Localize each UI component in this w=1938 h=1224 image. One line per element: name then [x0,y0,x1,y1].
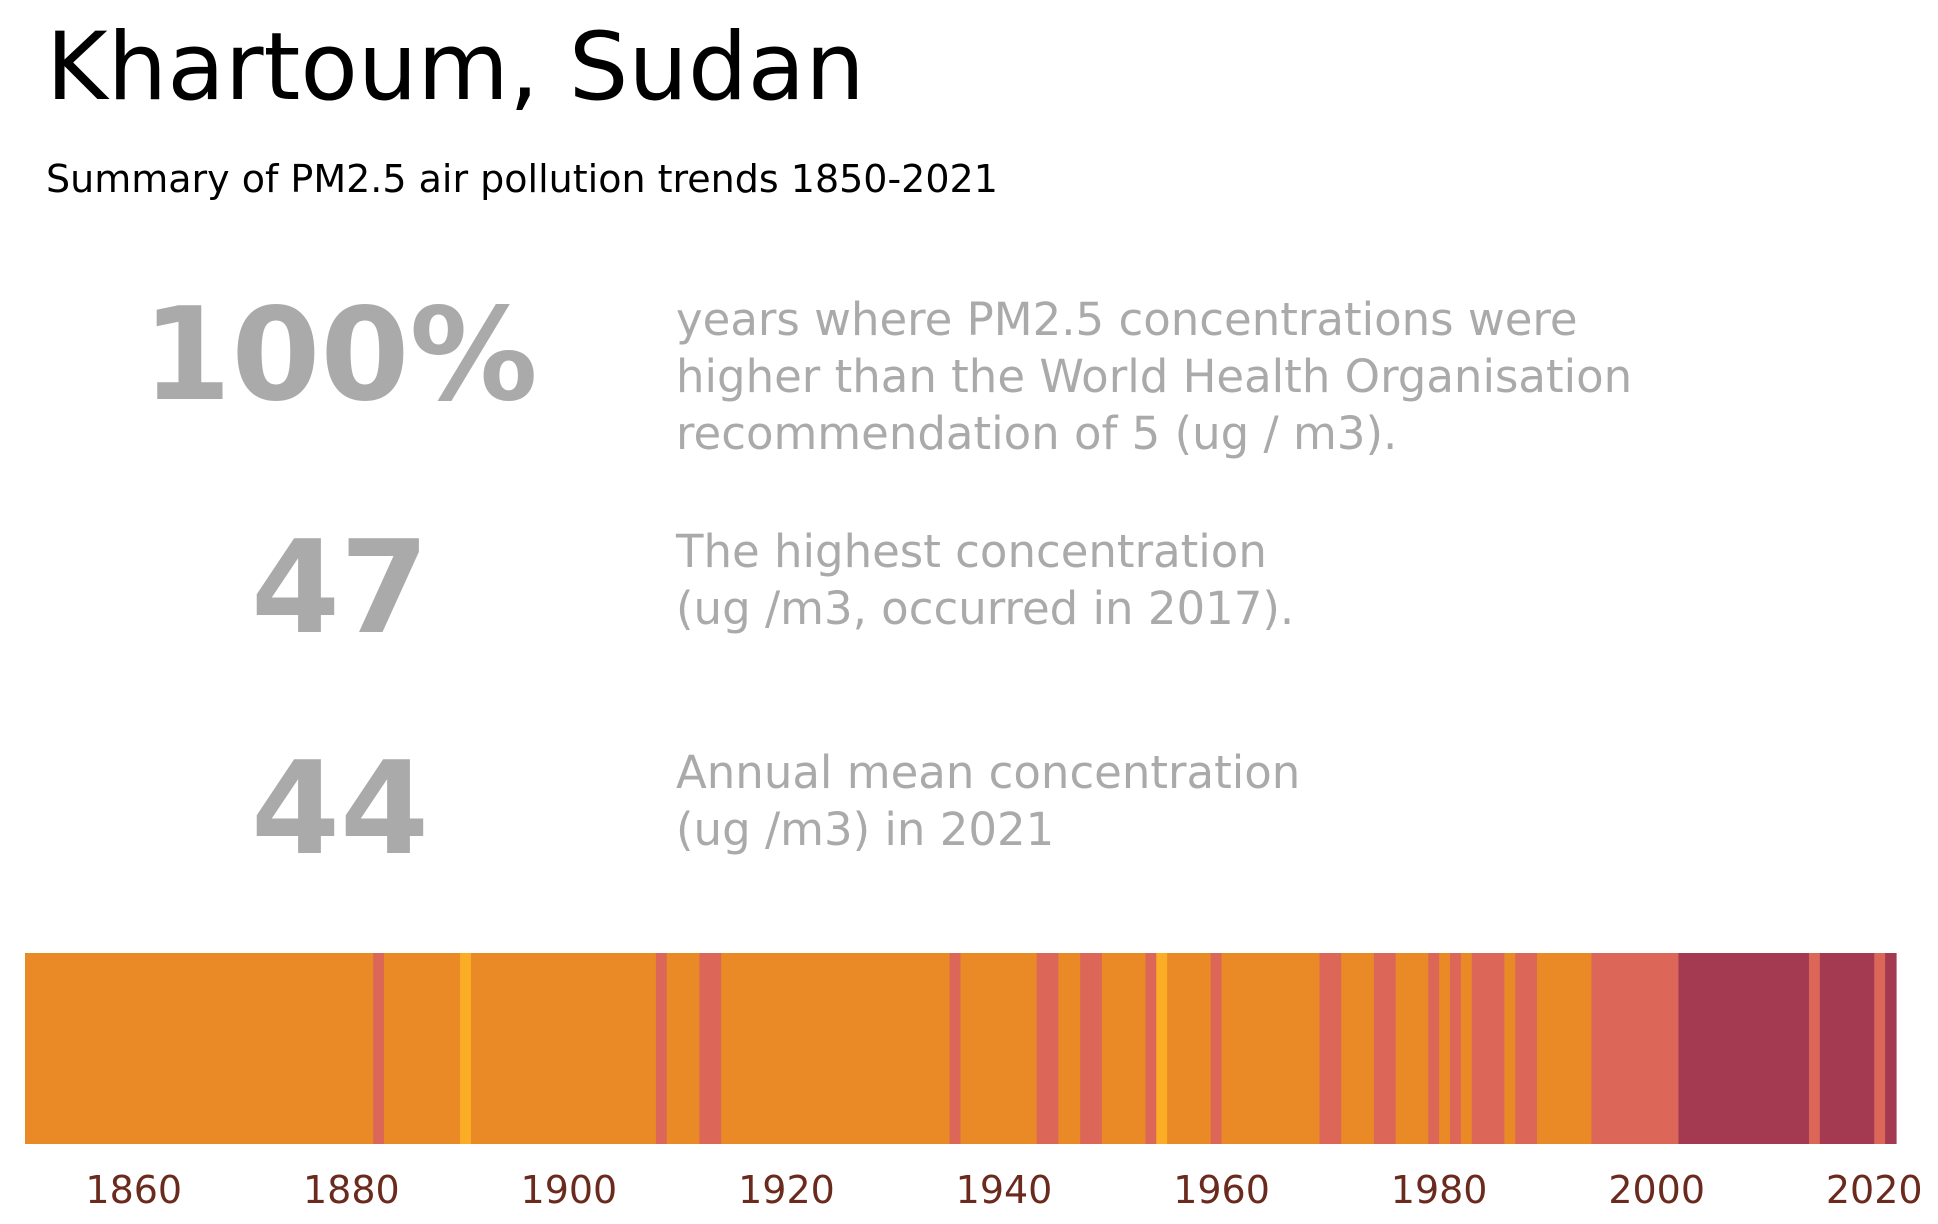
stripe-segment-1936 [960,953,1038,1144]
stripe-segment-2015 [1819,953,1875,1144]
x-tick-label-1900: 1900 [521,1168,618,1212]
x-tick-label-1980: 1980 [1391,1168,1488,1212]
stripe-segment-1882 [373,953,385,1144]
stripe-segment-1947 [1080,953,1103,1144]
x-tick-label-1860: 1860 [85,1168,182,1212]
stripe-segment-1981 [1450,953,1462,1144]
stripe-segment-1976 [1395,953,1429,1144]
stripe-segment-1980 [1439,953,1451,1144]
stat-annual-mean-description: Annual mean concentration (ug /m3) in 20… [676,744,1300,858]
stripe-segment-1987 [1515,953,1538,1144]
stat-highest-description: The highest concentration (ug /m3, occur… [676,523,1294,637]
x-tick-label-1880: 1880 [303,1168,400,1212]
stat-percent-line-3: recommendation of 5 (ug / m3). [676,407,1398,460]
stat-percent-line-2: higher than the World Health Organisatio… [676,350,1633,403]
stripe-segment-1969 [1319,953,1342,1144]
stripe-segment-1953 [1145,953,1157,1144]
stripe-segment-1974 [1373,953,1397,1144]
stripe-segment-1883 [383,953,461,1144]
stripe-segments [25,953,1897,1144]
stripe-segment-1960 [1221,953,1321,1144]
stripe-segment-1909 [666,953,701,1144]
stat-highest-line-2: (ug /m3, occurred in 2017). [676,582,1295,635]
x-tick-label-1960: 1960 [1173,1168,1270,1212]
stripe-segment-1908 [655,953,668,1144]
stripe-segment-1954 [1156,953,1168,1144]
stripe-segment-1912 [699,953,722,1144]
stripe-segment-1982 [1460,953,1473,1144]
stripe-segment-1949 [1101,953,1147,1144]
x-tick-label-1940: 1940 [956,1168,1053,1212]
stripe-segment-1890 [460,953,472,1144]
stripe-segment-1959 [1210,953,1223,1144]
stat-percent-description: years where PM2.5 concentrations were hi… [676,291,1632,462]
stat-annual-mean-line-2: (ug /m3) in 2021 [676,803,1055,856]
stat-percent-value: 100% [142,281,538,430]
stripe-segment-2020 [1874,953,1886,1144]
stripe-segment-2014 [1808,953,1821,1144]
stat-highest-line-1: The highest concentration [676,525,1267,578]
stripe-segment-1914 [721,953,951,1144]
stripe-segment-2002 [1678,953,1810,1144]
stripe-segment-1971 [1341,953,1375,1144]
stripe-segment-1994 [1591,953,1680,1144]
stripe-segment-1979 [1428,953,1440,1144]
stat-percent-line-1: years where PM2.5 concentrations were [676,293,1578,346]
stat-annual-mean-line-1: Annual mean concentration [676,746,1301,799]
x-tick-label-2020: 2020 [1826,1168,1923,1212]
x-tick-label-1920: 1920 [738,1168,835,1212]
stripe-segment-1986 [1504,953,1516,1144]
stripe-segment-1891 [470,953,657,1144]
stripe-segment-1983 [1471,953,1505,1144]
stat-annual-mean-value: 44 [250,735,430,884]
stripe-segment-1989 [1537,953,1593,1144]
stripe-segment-1955 [1167,953,1212,1144]
stripe-segment-1935 [949,953,962,1144]
stat-highest-value: 47 [250,514,430,663]
page-title: Khartoum, Sudan [46,13,865,122]
page-subtitle: Summary of PM2.5 air pollution trends 18… [46,157,998,201]
stripe-segment-1943 [1036,953,1060,1144]
stripe-segment-1945 [1058,953,1081,1144]
x-tick-label-2000: 2000 [1608,1168,1705,1212]
x-axis-ticks: 1860 1880 1900 1920 1940 1960 1980 2000 2020 [85,1168,1922,1212]
stripe-segment-1850 [25,953,374,1144]
stripe-segment-2021 [1885,953,1897,1144]
